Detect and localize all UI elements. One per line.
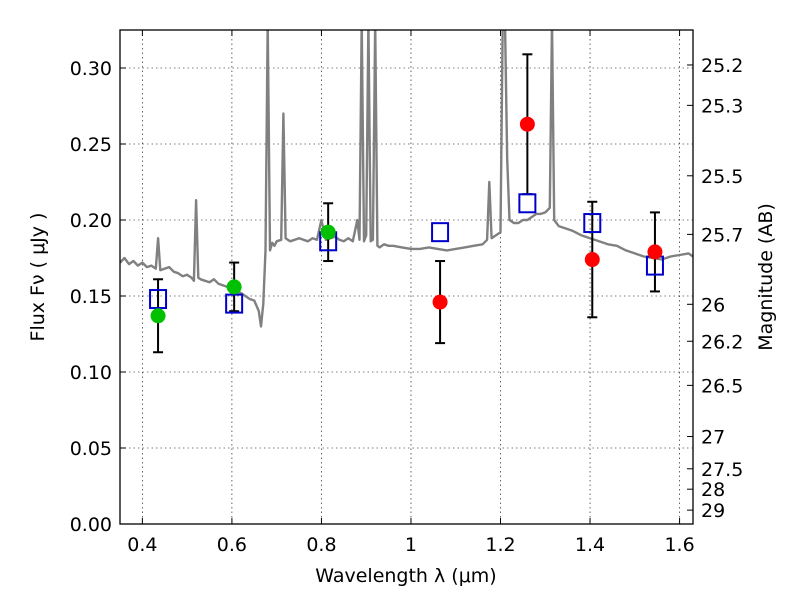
y-tick-label: 0.20 xyxy=(70,210,112,232)
axis-ticks xyxy=(120,30,693,525)
model-photometry-series xyxy=(149,193,664,314)
spectrum-series xyxy=(120,30,693,328)
magnitude-axis-label: Magnitude (AB) xyxy=(755,203,777,351)
observed-point xyxy=(519,116,535,132)
magnitude-tick-label: 25.3 xyxy=(701,95,743,117)
model-photometry-point xyxy=(149,289,168,310)
x-tick-label: 1.6 xyxy=(664,534,694,556)
model-photometry-point xyxy=(518,193,537,214)
observed-point xyxy=(432,294,448,310)
y-tick-label: 0.25 xyxy=(70,134,112,156)
x-tick-label: 0.6 xyxy=(217,534,247,556)
tick-labels: 0.4 0.6 0.8 1 1.2 1.4 1.6 0.00 0.05 0.10 0.15 0.20 0… xyxy=(70,55,744,556)
observed-point xyxy=(584,252,600,268)
magnitude-tick-label: 25.5 xyxy=(701,166,743,188)
x-tick-label: 0.4 xyxy=(127,534,157,556)
magnitude-tick-label: 26 xyxy=(701,294,725,316)
magnitude-tick-label: 29 xyxy=(701,500,725,522)
grid xyxy=(120,30,693,525)
spectrum-line xyxy=(120,30,693,328)
y-axis-label: Flux Fν ( μJy ) xyxy=(27,213,49,342)
magnitude-tick-label: 27.5 xyxy=(701,459,743,481)
magnitude-tick-label: 26.2 xyxy=(701,331,743,353)
magnitude-tick-label: 25.2 xyxy=(701,55,743,77)
x-tick-label: 1.2 xyxy=(485,534,515,556)
y-tick-label: 0.30 xyxy=(70,58,112,80)
x-tick-label: 0.8 xyxy=(306,534,336,556)
magnitude-tick-label: 28 xyxy=(701,479,725,501)
observed-point xyxy=(647,244,663,260)
x-axis-label: Wavelength λ (μm) xyxy=(315,565,496,587)
y-tick-label: 0.10 xyxy=(70,362,112,384)
plot-frame xyxy=(119,29,694,525)
error-bars xyxy=(153,53,660,354)
observed-point xyxy=(320,224,336,240)
x-tick-label: 1.4 xyxy=(575,534,605,556)
observed-point xyxy=(150,308,166,324)
magnitude-tick-label: 27 xyxy=(701,427,725,449)
y-tick-label: 0.15 xyxy=(70,286,112,308)
magnitude-tick-label: 26.5 xyxy=(701,375,743,397)
x-tick-label: 1 xyxy=(405,534,417,556)
y-tick-label: 0.05 xyxy=(70,438,112,460)
observed-point xyxy=(226,279,242,295)
model-photometry-point xyxy=(431,222,450,243)
model-photometry-point xyxy=(225,293,244,314)
model-photometry-point xyxy=(583,213,602,234)
magnitude-tick-label: 25.7 xyxy=(701,224,743,246)
observed-points-series xyxy=(150,116,663,324)
y-tick-label: 0.00 xyxy=(70,514,112,536)
